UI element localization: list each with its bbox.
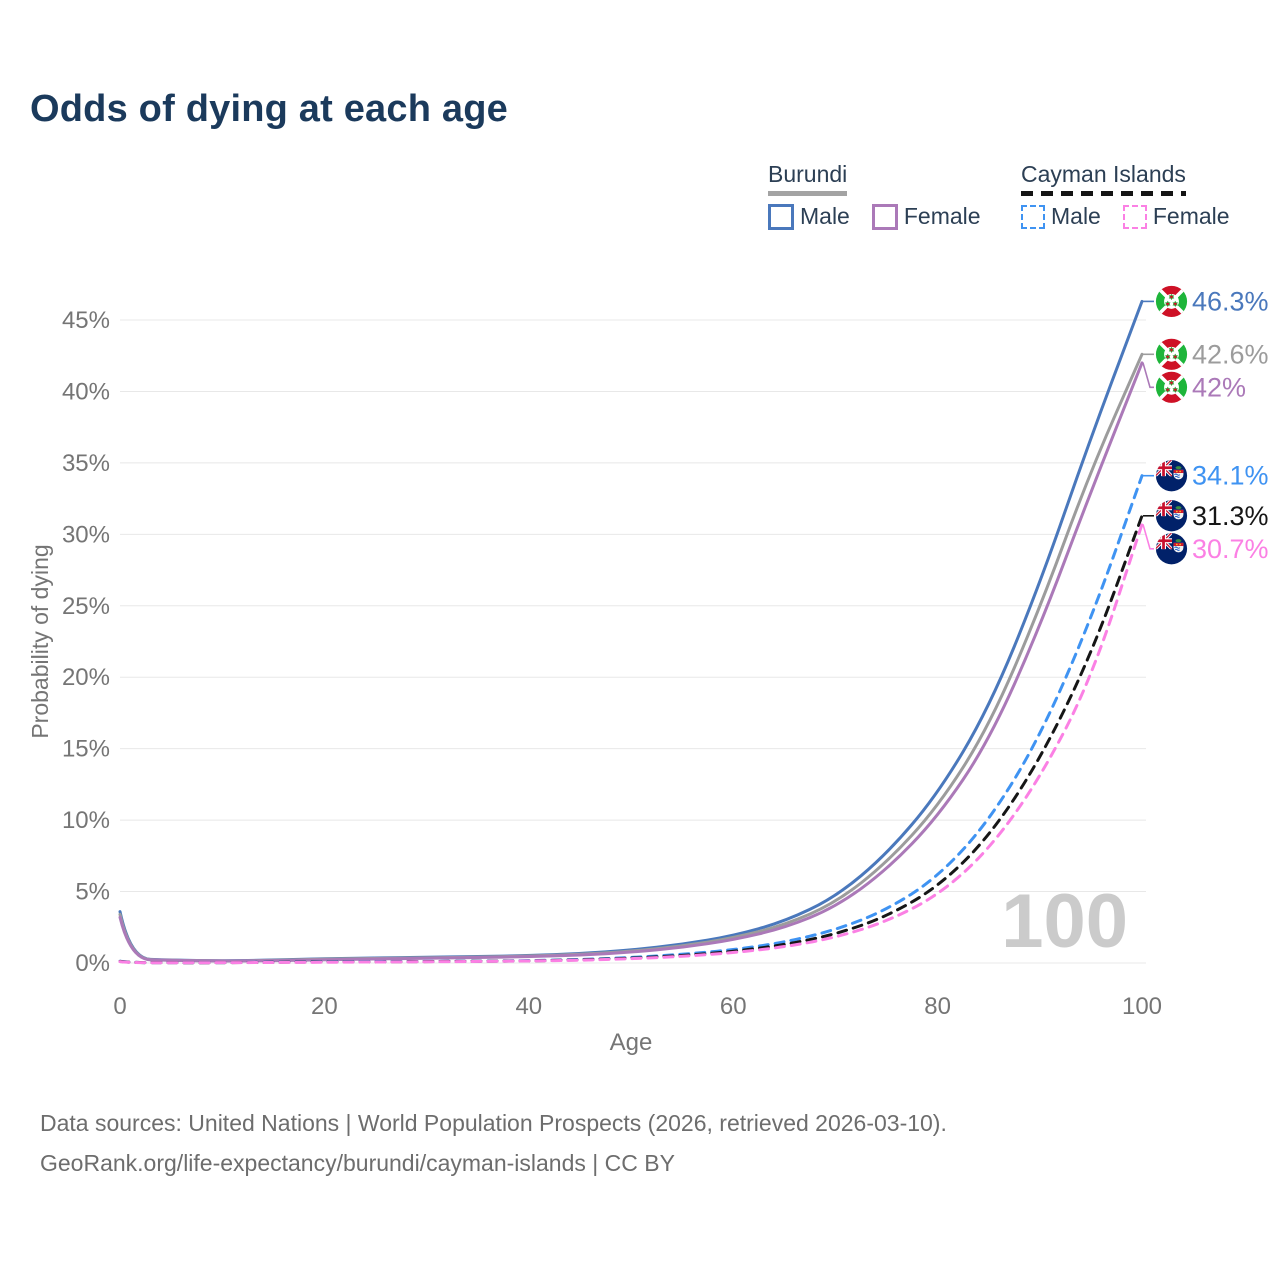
legend-item-cayman-female[interactable]: Female <box>1122 203 1230 230</box>
cayman-islands-dashed-line-key-icon <box>1021 191 1186 196</box>
y-tick-label: 10% <box>62 807 110 834</box>
x-axis-title: Age <box>610 1029 653 1056</box>
burundi-male-swatch-icon <box>768 203 794 230</box>
series-line-burundi-male <box>118 299 1144 963</box>
burundi-flag-icon <box>1155 285 1188 318</box>
legend-country-burundi-label: Burundi <box>768 161 848 187</box>
legend-item-label: Female <box>903 203 981 229</box>
data-sources-line: Data sources: United Nations | World Pop… <box>40 1110 947 1136</box>
y-tick-label: 45% <box>62 307 110 334</box>
age-watermark: 100 <box>1001 879 1128 964</box>
cayman-female-swatch-icon <box>1122 204 1147 229</box>
label-leader-line <box>1142 362 1154 389</box>
x-tick-label: 60 <box>720 993 747 1020</box>
y-tick-label: 35% <box>62 450 110 477</box>
series-line-burundi-female <box>118 361 1144 963</box>
legend-item-burundi-male[interactable]: Male <box>768 203 850 230</box>
x-tick-label: 0 <box>113 993 126 1020</box>
legend-country-cayman-islands[interactable]: Cayman Islands <box>1021 161 1186 196</box>
series-line-cayman-islands-female <box>118 522 1144 965</box>
cayman-islands-flag-icon <box>1155 459 1188 492</box>
x-tick-label: 100 <box>1122 993 1162 1020</box>
end-label-cayman-islands-male: 34.1% <box>1192 461 1269 491</box>
series-line-burundi-all <box>118 352 1144 963</box>
legend-country-burundi[interactable]: Burundi <box>768 161 848 196</box>
cayman-islands-flag-icon <box>1155 532 1188 565</box>
x-tick-label: 80 <box>924 993 951 1020</box>
y-tick-label: 30% <box>62 521 110 548</box>
y-tick-label: 25% <box>62 593 110 620</box>
end-label-burundi-all: 42.6% <box>1192 339 1269 369</box>
legend-item-label: Male <box>800 203 850 229</box>
end-label-burundi-female: 42% <box>1192 372 1246 402</box>
legend-country-cayman-islands-label: Cayman Islands <box>1021 161 1186 187</box>
end-label-cayman-islands-all: 31.3% <box>1192 501 1269 531</box>
attribution-line: GeoRank.org/life-expectancy/burundi/caym… <box>40 1150 675 1176</box>
y-tick-label: 5% <box>75 879 110 906</box>
burundi-flag-icon <box>1155 371 1188 404</box>
legend-item-label: Male <box>1051 203 1101 229</box>
footer: Data sources: United Nations | World Pop… <box>40 1103 947 1183</box>
cayman-islands-flag-icon <box>1155 499 1188 532</box>
legend-group-burundi: Burundi Male Female <box>768 161 981 230</box>
y-tick-label: 40% <box>62 378 110 405</box>
legend-item-label: Female <box>1152 203 1230 229</box>
page-title: Odds of dying at each age <box>30 88 508 130</box>
label-leader-line <box>1142 524 1154 550</box>
y-axis-title: Probability of dying <box>27 544 53 738</box>
end-label-cayman-islands-female: 30.7% <box>1192 534 1269 564</box>
x-tick-label: 20 <box>311 993 338 1020</box>
burundi-female-swatch-icon <box>871 203 898 230</box>
burundi-solid-line-key-icon <box>768 191 848 196</box>
burundi-flag-icon <box>1155 338 1188 371</box>
legend-item-burundi-female[interactable]: Female <box>871 203 981 230</box>
end-label-burundi-male: 46.3% <box>1192 286 1269 316</box>
cayman-male-swatch-icon <box>1021 204 1045 229</box>
y-tick-label: 20% <box>62 664 110 691</box>
y-tick-label: 0% <box>75 950 110 977</box>
x-tick-label: 40 <box>515 993 542 1020</box>
legend-item-cayman-male[interactable]: Male <box>1021 203 1101 230</box>
legend-group-cayman-islands: Cayman Islands Male Female <box>1021 161 1230 230</box>
y-tick-label: 15% <box>62 736 110 763</box>
